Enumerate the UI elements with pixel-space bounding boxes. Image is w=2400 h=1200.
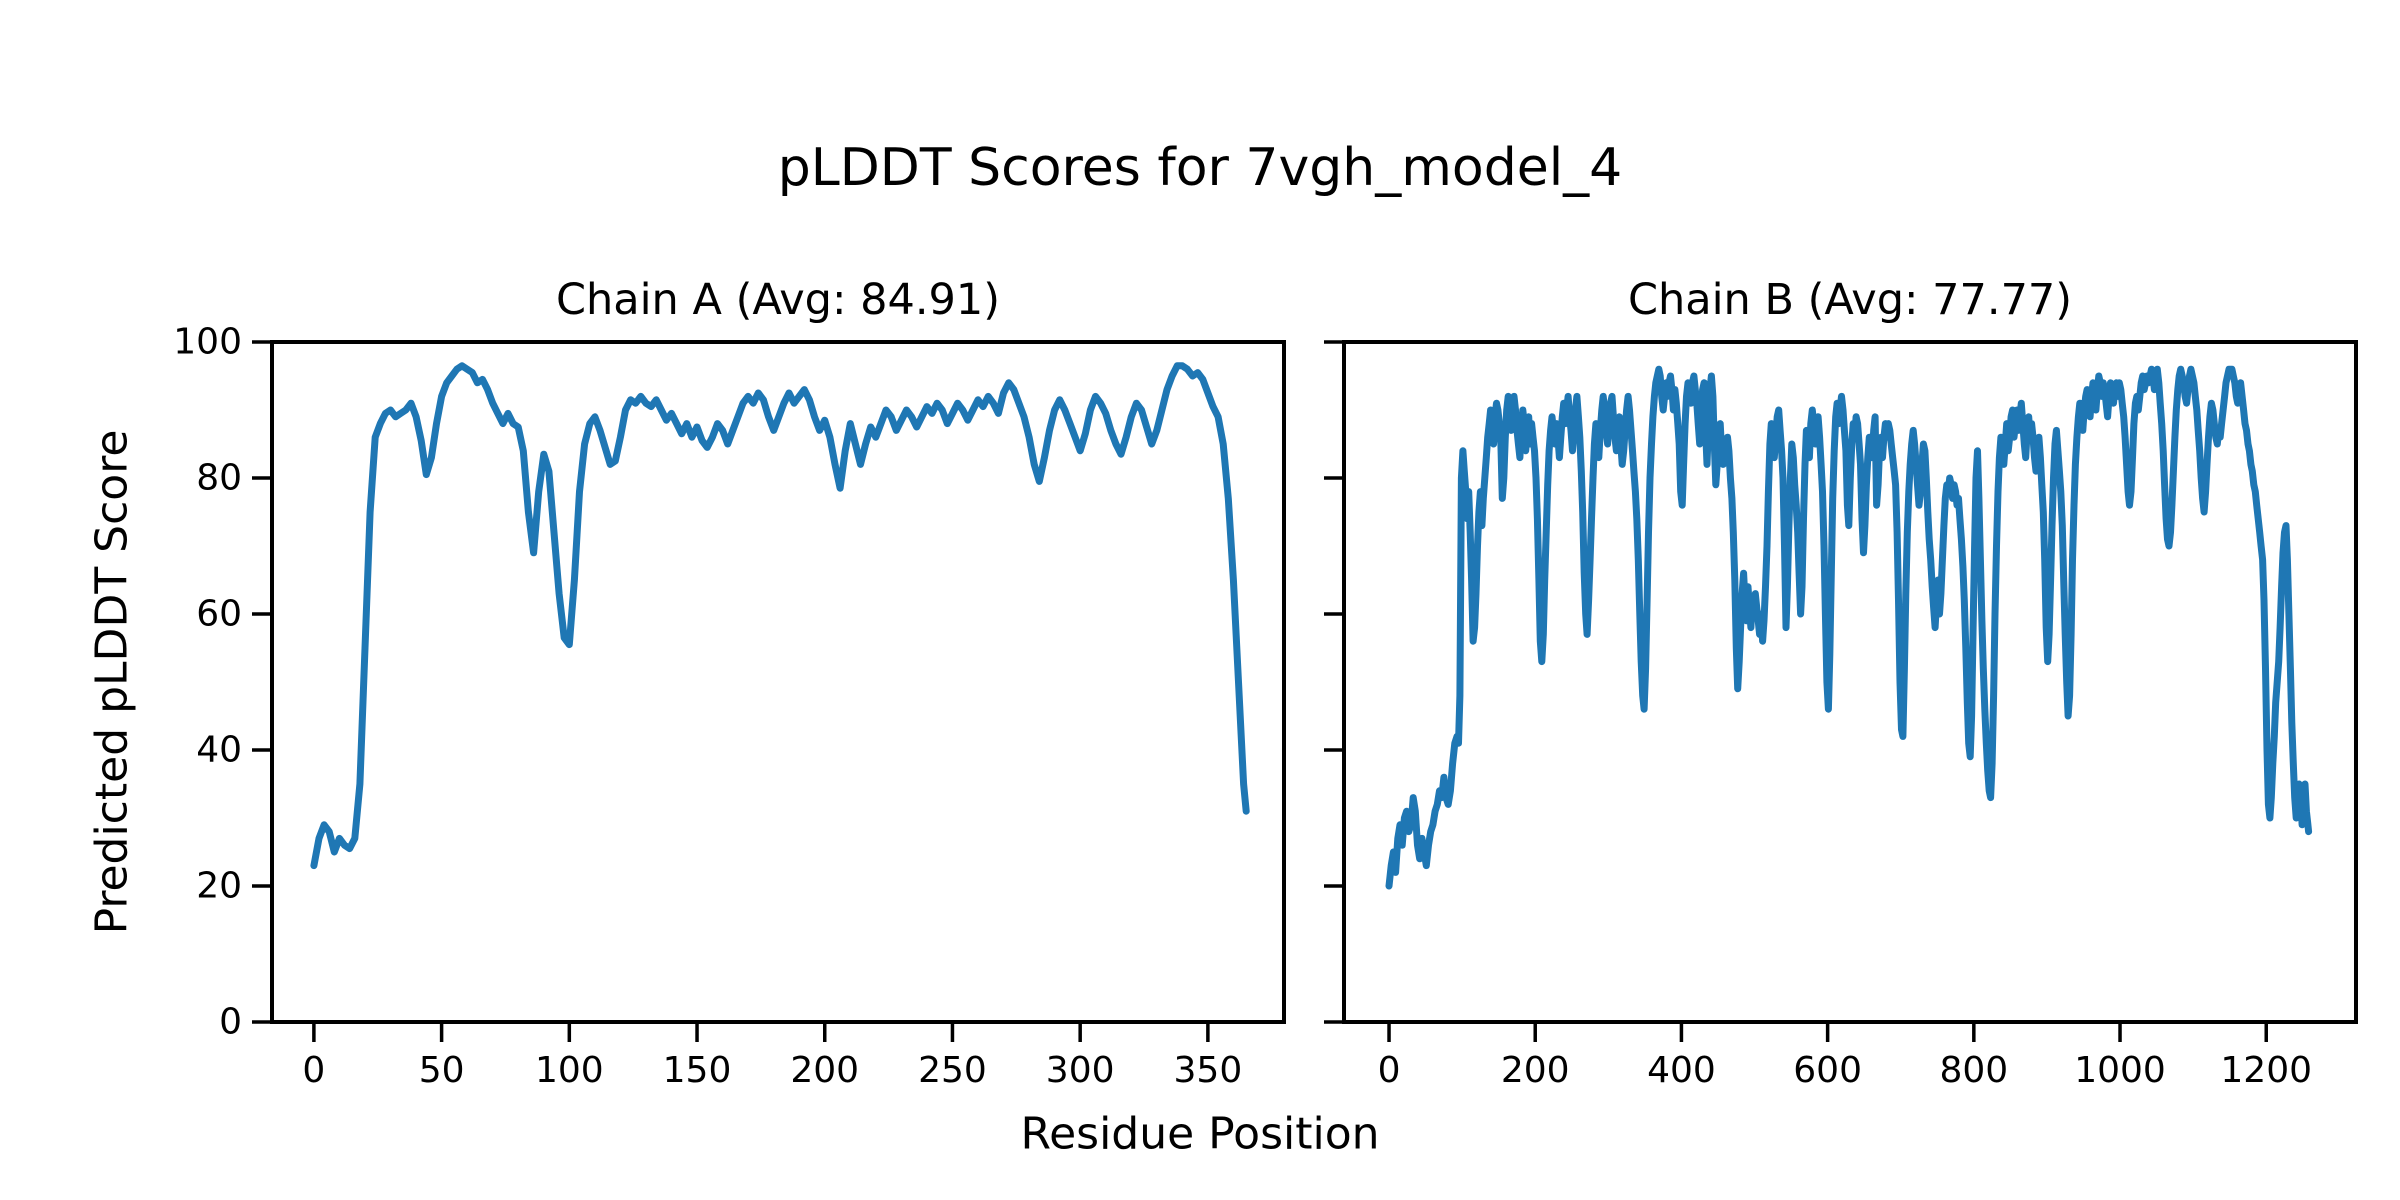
figure-title: pLDDT Scores for 7vgh_model_4 <box>777 138 1623 198</box>
chain-b-plot-area: 0 200 400 600 800 1000 1200 <box>1324 340 2358 1091</box>
chain-a-y-tick-label-80: 80 <box>196 457 242 499</box>
chain-a-svg <box>252 340 1286 1042</box>
chain-b-spines <box>1342 340 2358 1024</box>
chain-b-x-tick-label-1200: 1200 <box>2220 1050 2313 1091</box>
chain-a-y-tick-label-40: 40 <box>196 729 242 771</box>
chain-a-y-tick-label-20: 20 <box>196 865 242 907</box>
chain-b-x-tick-label-600: 600 <box>1793 1050 1862 1091</box>
chain-a-y-tick-label-60: 60 <box>196 593 242 635</box>
chain-b-x-tick-label-0: 0 <box>1377 1050 1401 1091</box>
chain-a-title: Chain A (Avg: 84.91) <box>555 275 1001 325</box>
chain-a-x-tick-label-300: 300 <box>1045 1050 1115 1091</box>
chain-b-x-tick-label-400: 400 <box>1647 1050 1716 1091</box>
y-axis-label: Predicted pLDDT Score <box>86 429 138 935</box>
chain-a-spines <box>270 340 1286 1024</box>
chain-a-y-tick-label-100: 100 <box>173 321 242 363</box>
chain-a-x-tick-label-250: 250 <box>918 1050 987 1091</box>
chain-b-svg <box>1324 340 2358 1042</box>
chain-a-x-tick-label-50: 50 <box>418 1050 465 1091</box>
chain-a-x-tick-label-350: 350 <box>1173 1050 1243 1091</box>
chain-a-x-tick-label-0: 0 <box>302 1050 326 1091</box>
chain-b-x-tick-label-1000: 1000 <box>2074 1050 2166 1091</box>
chain-a-x-tick-label-150: 150 <box>662 1050 732 1091</box>
chain-a-plddt-line <box>310 362 1250 870</box>
chain-a-y-tick-label-0: 0 <box>219 1001 242 1043</box>
chain-a-x-tick-label-100: 100 <box>534 1050 604 1091</box>
chain-a-x-tick-label-200: 200 <box>790 1050 860 1091</box>
chain-b-title: Chain B (Avg: 77.77) <box>1627 275 2073 325</box>
x-axis-label: Residue Position <box>1020 1108 1380 1160</box>
chain-b-plddt-line <box>1385 365 2313 890</box>
chain-b-x-tick-label-800: 800 <box>1939 1050 2009 1091</box>
chain-a-plot-area: 0 20 40 60 80 100 0 50 100 150 200 250 300 350 <box>173 322 1286 1091</box>
chain-b-x-tick-label-200: 200 <box>1500 1050 1570 1091</box>
